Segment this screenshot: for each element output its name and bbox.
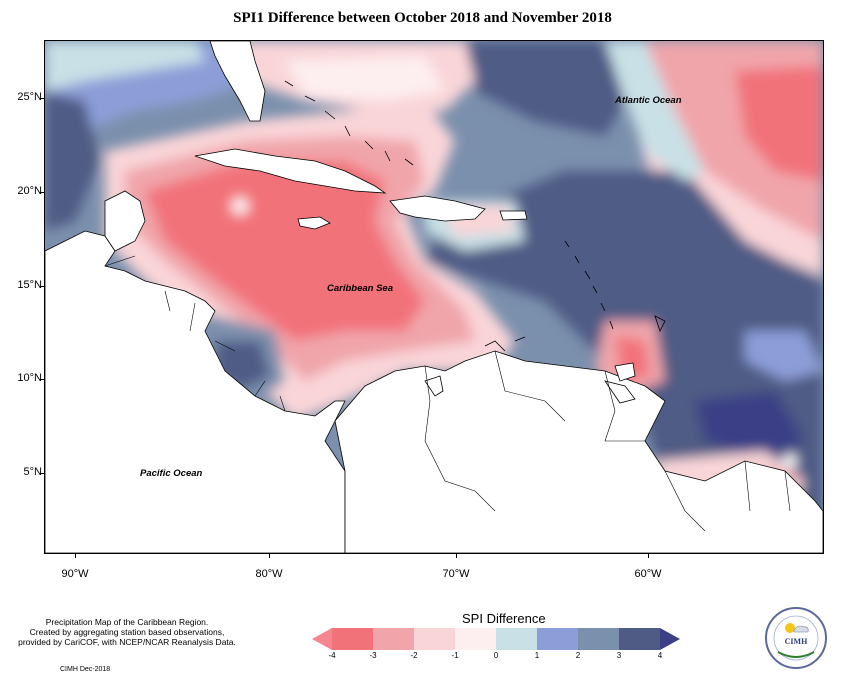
legend-swatch	[455, 628, 496, 650]
map-panel: Atlantic Ocean Caribbean Sea Pacific Oce…	[44, 40, 824, 554]
lon-tick	[269, 553, 270, 558]
legend-tick-label: 3	[616, 651, 622, 660]
map-description: Precipitation Map of the Caribbean Regio…	[12, 617, 242, 647]
map-title: SPI1 Difference between October 2018 and…	[233, 10, 612, 26]
lat-label-5n: 5°N	[23, 466, 42, 478]
lon-label-70w: 70°W	[442, 568, 470, 580]
lat-tick	[40, 98, 44, 99]
pacific-ocean-label: Pacific Ocean	[140, 468, 203, 479]
description-line-1: Precipitation Map of the Caribbean Regio…	[45, 617, 209, 627]
atlantic-ocean-label: Atlantic Ocean	[614, 95, 682, 106]
lat-tick	[40, 473, 44, 474]
lon-tick	[75, 553, 76, 558]
legend-swatch	[578, 628, 619, 650]
spi-map: Atlantic Ocean Caribbean Sea Pacific Oce…	[45, 41, 823, 553]
sun-icon	[785, 623, 795, 633]
description-line-3: provided by CariCOF, with NCEP/NCAR Rean…	[18, 637, 236, 647]
legend-tick-label: 4	[657, 651, 663, 660]
legend-swatch	[332, 628, 373, 650]
legend-swatch	[414, 628, 455, 650]
lat-tick	[40, 286, 44, 287]
legend-arrow-high	[660, 628, 680, 650]
legend-tick-label: -2	[410, 651, 418, 660]
legend-tick-label: 2	[575, 651, 581, 660]
legend-swatch	[373, 628, 414, 650]
lon-label-80w: 80°W	[255, 568, 283, 580]
lat-tick	[40, 192, 44, 193]
lat-label-20n: 20°N	[17, 185, 42, 197]
lon-tick	[456, 553, 457, 558]
logo-text: CIMH	[785, 637, 808, 646]
lon-label-90w: 90°W	[61, 568, 89, 580]
lat-label-15n: 15°N	[17, 279, 42, 291]
lat-tick	[40, 379, 44, 380]
legend-tick-label: -3	[369, 651, 377, 660]
island-outlines	[284, 80, 666, 404]
legend-tick-label: 1	[534, 651, 540, 660]
caribbean-sea-label: Caribbean Sea	[327, 283, 393, 294]
lat-label-25n: 25°N	[17, 91, 42, 103]
legend-arrow-low	[312, 628, 332, 650]
legend-tick-label: -4	[328, 651, 336, 660]
description-line-2: Created by aggregating station based obs…	[29, 627, 225, 637]
spi-field	[45, 41, 823, 553]
legend-swatch	[537, 628, 578, 650]
legend-swatch	[619, 628, 660, 650]
legend-tick-label: -1	[451, 651, 459, 660]
legend-tick-label: 0	[493, 651, 499, 660]
land-masses	[45, 41, 823, 553]
legend-colorbar	[312, 628, 680, 650]
cloud-icon	[793, 625, 809, 633]
lon-tick	[648, 553, 649, 558]
country-borders	[104, 255, 791, 532]
legend-title: SPI Difference	[462, 611, 546, 626]
lat-label-10n: 10°N	[17, 372, 42, 384]
lon-label-60w: 60°W	[634, 568, 662, 580]
credit-text: CIMH Dec-2018	[60, 666, 111, 673]
legend-swatch	[496, 628, 537, 650]
cimh-logo: CIMH	[765, 607, 827, 669]
